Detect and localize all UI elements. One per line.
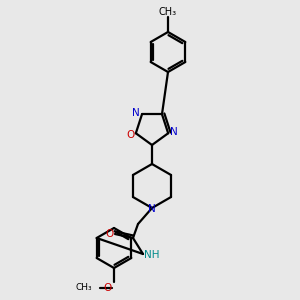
Text: NH: NH [144,250,160,260]
Text: O: O [106,229,114,239]
Text: N: N [132,108,140,118]
Text: N: N [148,204,156,214]
Text: N: N [170,127,178,137]
Text: O: O [127,130,135,140]
Text: O: O [104,283,112,293]
Text: CH₃: CH₃ [75,284,92,292]
Text: CH₃: CH₃ [159,7,177,17]
